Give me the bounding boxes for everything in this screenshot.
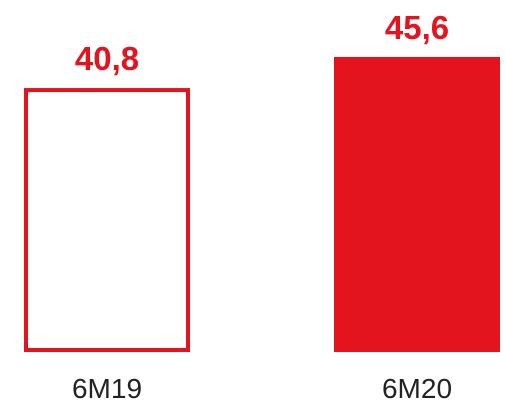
x-axis-tick-labels: 6M19 6M20 — [72, 373, 452, 404]
value-labels-group: 40,8 45,6 — [75, 9, 449, 77]
tick-label-6m20: 6M20 — [382, 373, 452, 404]
bar-6m19 — [24, 88, 190, 352]
tick-label-6m19: 6M19 — [72, 373, 142, 404]
bar-6m20 — [334, 57, 500, 352]
value-label-6m20: 45,6 — [385, 9, 449, 46]
value-label-6m19: 40,8 — [75, 40, 139, 77]
bars-group — [24, 57, 500, 352]
